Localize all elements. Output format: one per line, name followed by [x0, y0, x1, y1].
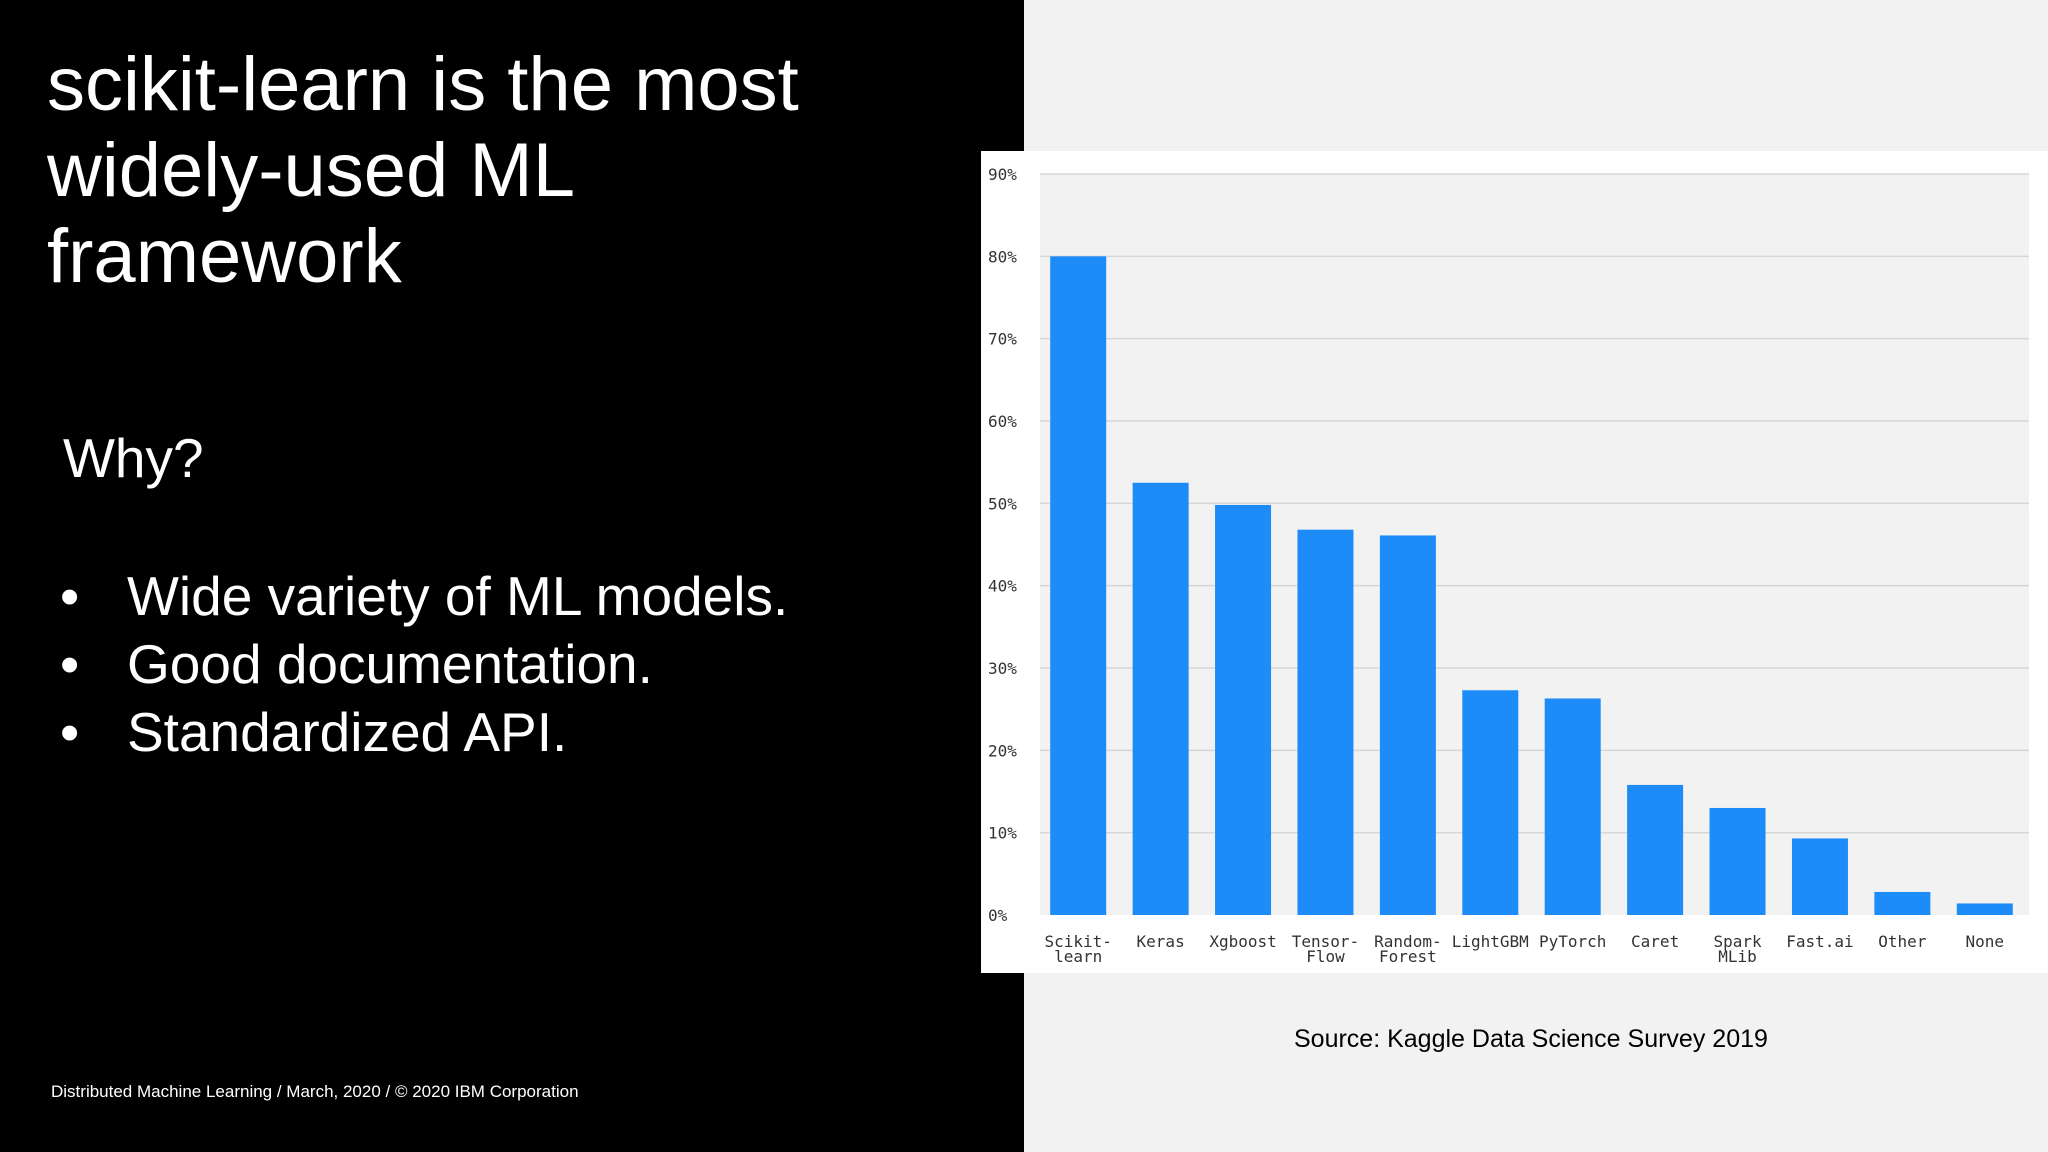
x-tick-label: Fast.ai: [1786, 932, 1853, 951]
y-tick-label: 60%: [988, 412, 1017, 431]
bar: [1627, 784, 1684, 915]
bar: [1462, 690, 1519, 915]
x-tick-label: Keras: [1137, 932, 1185, 951]
x-tick-label: Tensor-: [1292, 932, 1359, 951]
x-tick-label: LightGBM: [1452, 932, 1529, 951]
x-tick-label: Xgboost: [1209, 932, 1276, 951]
x-tick-label: Caret: [1631, 932, 1679, 951]
bar: [1791, 838, 1848, 915]
bullet-text: Good documentation.: [127, 633, 653, 695]
bullet-dot-icon: •: [60, 633, 80, 695]
y-tick-label: 40%: [988, 577, 1017, 596]
y-tick-label: 0%: [988, 906, 1008, 925]
footer-text: Distributed Machine Learning / March, 20…: [51, 1082, 579, 1101]
x-tick-label: None: [1966, 932, 2005, 951]
bullet-item: • Standardized API.: [60, 698, 788, 766]
x-tick-label: Other: [1878, 932, 1927, 951]
bar: [1215, 504, 1272, 915]
slide-title: scikit-learn is the most widely-used ML …: [47, 42, 799, 299]
bullet-dot-icon: •: [60, 565, 80, 627]
chart-card: 0% 10% 20% 30% 40% 50% 60% 70% 80% 90% Scikit-lear…: [981, 151, 2048, 973]
bar: [1544, 698, 1601, 915]
bar-chart: 0% 10% 20% 30% 40% 50% 60% 70% 80% 90% Scikit-lear…: [988, 165, 2029, 966]
bar: [1709, 807, 1766, 915]
y-tick-label: 50%: [988, 494, 1017, 513]
x-tick-label: Random-: [1374, 932, 1441, 951]
bar: [1050, 256, 1107, 915]
x-tick-label: PyTorch: [1539, 932, 1606, 951]
left-panel: scikit-learn is the most widely-used ML …: [47, 42, 799, 1101]
x-tick-label: Flow: [1306, 947, 1345, 966]
bar: [1132, 482, 1189, 915]
x-tick-label: learn: [1054, 947, 1102, 966]
y-tick-label: 30%: [988, 659, 1017, 678]
y-tick-label: 10%: [988, 824, 1017, 843]
x-tick-label: Scikit-: [1044, 932, 1111, 951]
x-tick-label: MLib: [1718, 947, 1757, 966]
bullet-item: • Good documentation.: [60, 630, 788, 698]
why-heading: Why?: [63, 427, 204, 489]
chart-source: Source: Kaggle Data Science Survey 2019: [1294, 1025, 1768, 1053]
bullet-dot-icon: •: [60, 701, 80, 763]
bar: [1956, 903, 2013, 915]
bullet-text: Standardized API.: [127, 701, 568, 763]
bullet-item: • Wide variety of ML models.: [60, 562, 788, 630]
y-tick-label: 80%: [988, 247, 1017, 266]
y-tick-label: 70%: [988, 330, 1017, 349]
bar: [1379, 535, 1436, 915]
x-tick-label: Forest: [1379, 947, 1437, 966]
bar: [1297, 529, 1354, 915]
bullet-text: Wide variety of ML models.: [127, 565, 789, 627]
x-tick-label: Spark: [1713, 932, 1762, 951]
plot-area: [1040, 174, 2029, 915]
bullet-list: • Wide variety of ML models. • Good docu…: [60, 562, 788, 766]
y-tick-label: 90%: [988, 165, 1017, 184]
bar: [1874, 891, 1931, 915]
y-tick-label: 20%: [988, 741, 1017, 760]
